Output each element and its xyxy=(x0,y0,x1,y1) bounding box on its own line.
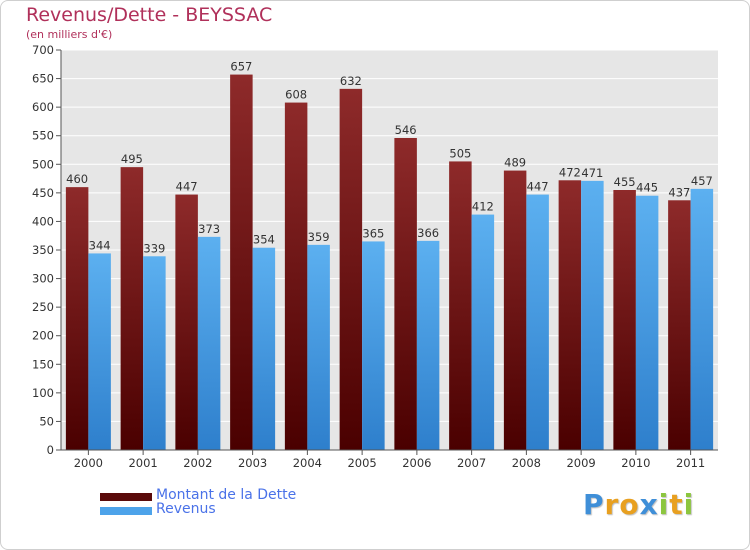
data-label: 447 xyxy=(527,180,549,194)
data-label: 339 xyxy=(143,241,165,255)
y-tick-label: 50 xyxy=(39,414,54,428)
data-label: 546 xyxy=(395,123,417,137)
data-label: 457 xyxy=(691,174,713,188)
y-tick-label: 150 xyxy=(32,357,54,371)
y-tick-label: 300 xyxy=(32,272,54,286)
data-label: 354 xyxy=(253,233,275,247)
bar-revenus-2009 xyxy=(581,180,604,450)
bar-revenus-2008 xyxy=(526,194,549,450)
data-label: 489 xyxy=(504,156,526,170)
data-label: 447 xyxy=(176,180,198,194)
data-label: 460 xyxy=(66,172,88,186)
logo-letter: r xyxy=(604,488,620,521)
bar-dette-2009 xyxy=(558,180,582,451)
logo-letter: i xyxy=(658,488,670,521)
data-label: 472 xyxy=(559,165,581,179)
legend-label-debt: Montant de la Dette xyxy=(156,487,297,503)
data-label: 455 xyxy=(614,175,636,189)
bar-dette-2010 xyxy=(613,190,636,450)
chart-subtitle: (en milliers d'€) xyxy=(26,28,113,41)
x-tick-label: 2004 xyxy=(293,456,322,470)
logo-letter: x xyxy=(639,488,659,521)
x-tick-label: 2001 xyxy=(128,456,157,470)
bar-revenus-2004 xyxy=(307,244,330,450)
x-tick-label: 2006 xyxy=(402,456,431,470)
data-label: 365 xyxy=(362,226,384,240)
data-label: 505 xyxy=(449,146,471,160)
y-tick-label: 100 xyxy=(32,386,54,400)
x-tick-label: 2009 xyxy=(566,456,595,470)
data-label: 495 xyxy=(121,152,143,166)
data-label: 344 xyxy=(89,238,111,252)
bar-dette-2006 xyxy=(394,138,417,450)
y-tick-label: 650 xyxy=(32,72,54,86)
bar-revenus-2000 xyxy=(88,253,111,450)
bar-dette-2000 xyxy=(65,187,89,450)
x-tick-label: 2000 xyxy=(74,456,103,470)
proxiti-logo: Proxiti xyxy=(583,488,694,521)
data-label: 366 xyxy=(417,226,439,240)
data-label: 608 xyxy=(285,88,307,102)
bar-revenus-2006 xyxy=(416,240,440,450)
y-tick-label: 500 xyxy=(32,157,54,171)
data-label: 373 xyxy=(198,222,220,236)
legend-swatch-debt xyxy=(100,493,152,501)
logo-letter: i xyxy=(683,488,695,521)
bar-revenus-2001 xyxy=(143,256,166,450)
logo-letter: P xyxy=(583,488,605,521)
y-tick-label: 0 xyxy=(47,443,54,457)
data-label: 657 xyxy=(230,60,252,74)
data-label: 359 xyxy=(308,230,330,244)
bar-dette-2008 xyxy=(503,170,527,451)
bar-revenus-2010 xyxy=(635,195,659,450)
y-tick-label: 400 xyxy=(32,214,54,228)
bar-dette-2002 xyxy=(175,194,198,450)
y-tick-label: 550 xyxy=(32,129,54,143)
bar-dette-2001 xyxy=(120,167,144,450)
legend-swatch-revenus xyxy=(100,507,152,515)
bar-revenus-2011 xyxy=(690,188,714,450)
x-tick-label: 2011 xyxy=(676,456,705,470)
bar-dette-2011 xyxy=(668,200,691,450)
y-tick-label: 700 xyxy=(32,43,54,57)
data-label: 471 xyxy=(581,166,603,180)
x-tick-label: 2008 xyxy=(512,456,541,470)
x-tick-label: 2005 xyxy=(347,456,376,470)
bar-dette-2005 xyxy=(339,88,363,450)
y-tick-label: 350 xyxy=(32,243,54,257)
bar-revenus-2002 xyxy=(197,236,221,450)
data-label: 445 xyxy=(636,181,658,195)
y-tick-label: 200 xyxy=(32,329,54,343)
bar-dette-2003 xyxy=(230,74,253,451)
x-tick-label: 2007 xyxy=(457,456,486,470)
x-tick-label: 2010 xyxy=(621,456,650,470)
chart-title: Revenus/Dette - BEYSSAC xyxy=(26,4,273,26)
bar-revenus-2007 xyxy=(471,214,495,450)
logo-letter: o xyxy=(619,488,640,521)
data-label: 412 xyxy=(472,200,494,214)
data-label: 632 xyxy=(340,74,362,88)
y-tick-label: 250 xyxy=(32,300,54,314)
bar-dette-2007 xyxy=(449,161,472,450)
bar-dette-2004 xyxy=(284,102,308,451)
logo-letter: t xyxy=(669,488,684,521)
bar-revenus-2005 xyxy=(362,241,385,450)
x-tick-label: 2002 xyxy=(183,456,212,470)
bar-revenus-2003 xyxy=(252,247,276,450)
data-label: 437 xyxy=(668,185,690,199)
y-tick-label: 450 xyxy=(32,186,54,200)
x-tick-label: 2003 xyxy=(238,456,267,470)
legend-label-revenus: Revenus xyxy=(156,501,216,517)
y-tick-label: 600 xyxy=(32,100,54,114)
